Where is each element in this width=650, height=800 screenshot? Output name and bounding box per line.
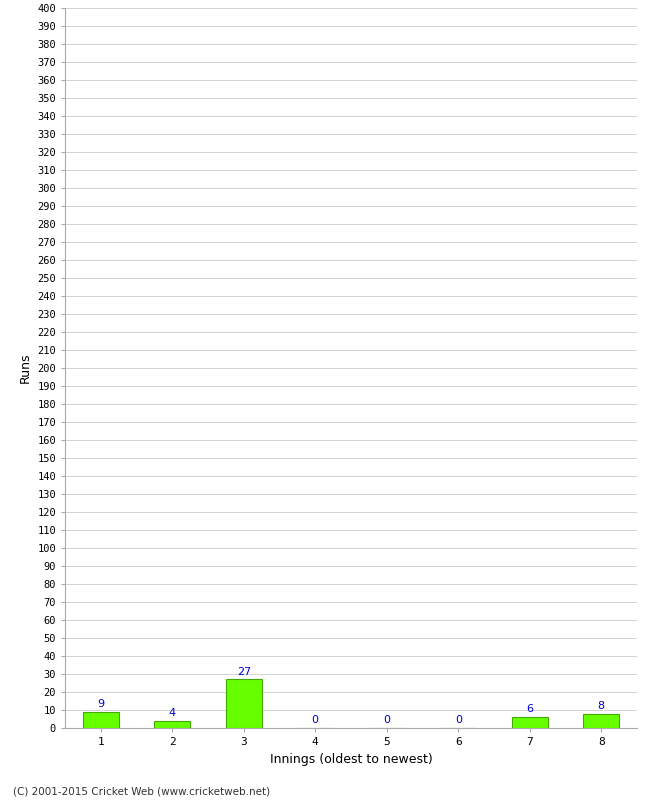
Text: 0: 0	[312, 715, 318, 726]
X-axis label: Innings (oldest to newest): Innings (oldest to newest)	[270, 753, 432, 766]
Text: 4: 4	[169, 708, 176, 718]
Bar	[226, 679, 261, 728]
Bar	[584, 714, 619, 728]
Text: (C) 2001-2015 Cricket Web (www.cricketweb.net): (C) 2001-2015 Cricket Web (www.cricketwe…	[13, 786, 270, 796]
Text: 9: 9	[98, 699, 104, 709]
Text: 0: 0	[384, 715, 390, 726]
Text: 6: 6	[526, 705, 533, 714]
Y-axis label: Runs: Runs	[19, 353, 32, 383]
Text: 27: 27	[237, 666, 251, 677]
Text: 0: 0	[455, 715, 461, 726]
Text: 8: 8	[598, 701, 604, 711]
Bar	[83, 712, 118, 728]
Bar	[155, 721, 190, 728]
Bar	[512, 718, 547, 728]
